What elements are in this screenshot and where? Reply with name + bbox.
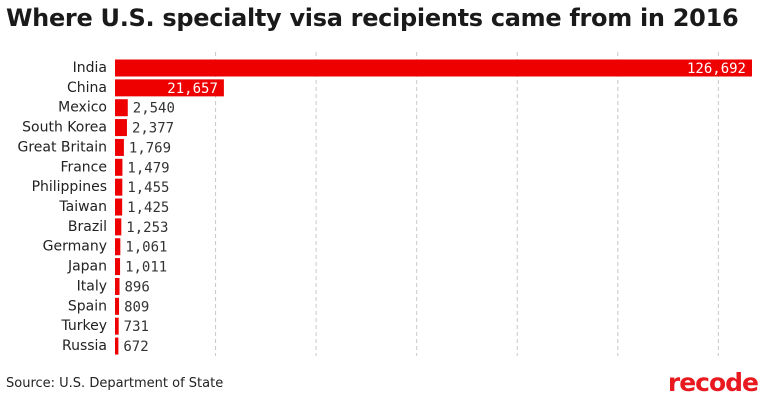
bar xyxy=(115,297,120,315)
value-label: 2,540 xyxy=(133,101,175,117)
recode-logo: recode xyxy=(667,368,759,397)
bar-chart: India 126,692 China 21,657 Mexico 2,540 South … xyxy=(17,52,752,356)
value-label: 731 xyxy=(124,319,149,335)
category-label: Taiwan xyxy=(58,199,107,215)
bar xyxy=(115,317,119,335)
category-label: South Korea xyxy=(22,120,107,136)
bar xyxy=(115,198,123,216)
bar xyxy=(115,258,121,276)
category-label: Brazil xyxy=(68,219,107,235)
chart-title: Where U.S. specialty visa recipients cam… xyxy=(6,4,739,32)
bar xyxy=(115,218,122,236)
gridlines xyxy=(215,52,719,356)
bar xyxy=(115,138,124,156)
value-label: 1,455 xyxy=(127,180,169,196)
bar xyxy=(115,119,127,137)
value-label: 1,061 xyxy=(125,240,167,256)
category-label: Mexico xyxy=(58,100,107,116)
category-label: Spain xyxy=(68,298,107,314)
category-label: Germany xyxy=(43,239,107,255)
category-label: France xyxy=(60,159,107,175)
bar xyxy=(115,79,224,97)
value-label: 1,011 xyxy=(125,260,167,276)
value-label: 21,657 xyxy=(167,81,218,97)
bar xyxy=(115,277,120,295)
value-label: 2,377 xyxy=(132,121,174,137)
bars: India 126,692 China 21,657 Mexico 2,540 South … xyxy=(17,59,752,355)
bar xyxy=(115,178,123,196)
category-label: Russia xyxy=(62,338,107,354)
bar xyxy=(115,158,123,176)
bar xyxy=(115,337,119,355)
bar xyxy=(115,59,752,77)
category-label: Italy xyxy=(77,278,107,294)
category-label: India xyxy=(73,60,107,76)
value-label: 672 xyxy=(123,339,148,355)
category-label: China xyxy=(67,80,107,96)
category-label: Great Britain xyxy=(17,139,107,155)
value-label: 809 xyxy=(124,299,149,315)
category-label: Japan xyxy=(67,259,107,275)
value-label: 1,253 xyxy=(126,220,168,236)
value-label: 1,479 xyxy=(127,160,169,176)
category-label: Philippines xyxy=(32,179,107,195)
source-note: Source: U.S. Department of State xyxy=(6,376,224,391)
value-label: 1,769 xyxy=(129,140,171,156)
value-label: 1,425 xyxy=(127,200,169,216)
value-label: 126,692 xyxy=(687,61,746,77)
bar xyxy=(115,99,128,117)
value-label: 896 xyxy=(125,279,150,295)
category-label: Turkey xyxy=(60,318,107,334)
bar xyxy=(115,238,121,256)
